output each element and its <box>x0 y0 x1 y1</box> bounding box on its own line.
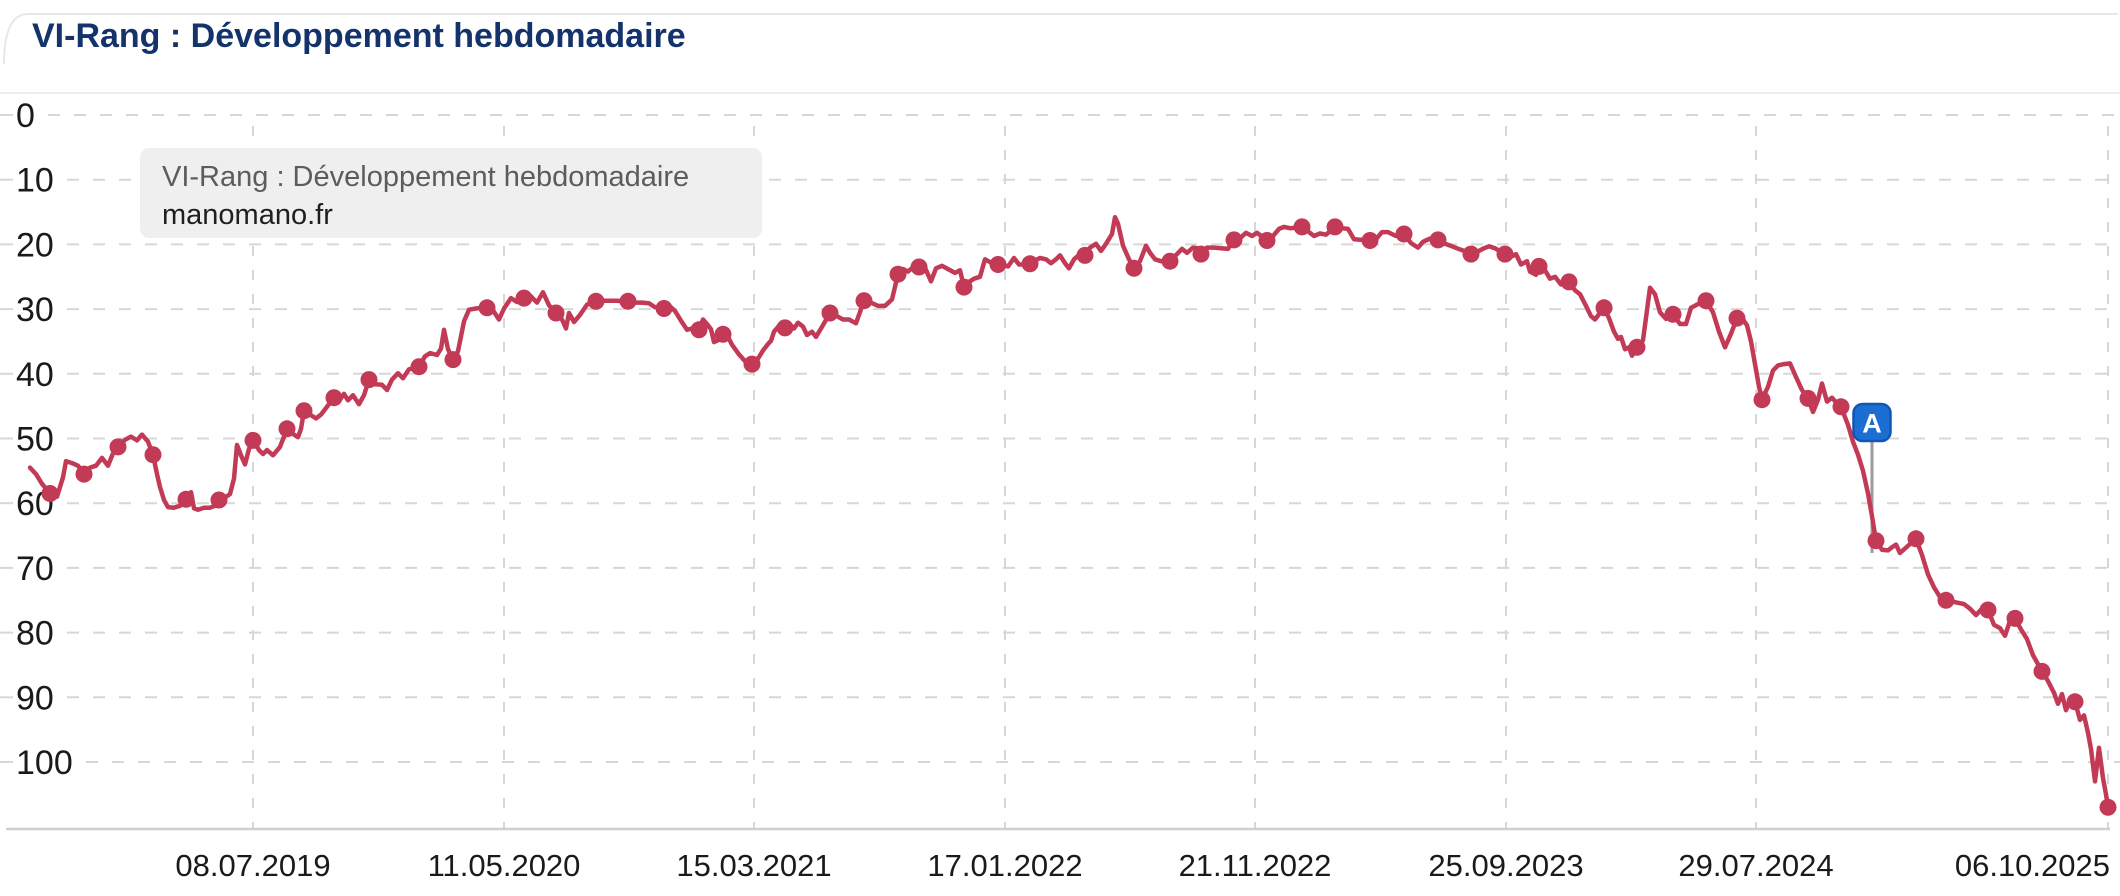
tooltip-series-title: VI-Rang : Développement hebdomadaire <box>162 161 689 193</box>
data-point-dot[interactable] <box>619 292 637 310</box>
y-axis-label: 90 <box>16 679 54 717</box>
event-pin-a[interactable] <box>1852 402 1892 443</box>
data-point-dot[interactable] <box>1395 225 1413 243</box>
x-axis-label: 21.11.2022 <box>1179 848 1332 883</box>
data-point-dot[interactable] <box>1192 245 1210 263</box>
data-point-dot[interactable] <box>1799 389 1817 407</box>
data-point-dot[interactable] <box>1293 218 1311 236</box>
data-point-dot[interactable] <box>244 431 262 449</box>
data-point-dot[interactable] <box>1326 218 1344 236</box>
data-point-dot[interactable] <box>776 319 794 337</box>
data-point-dot[interactable] <box>2066 693 2084 711</box>
data-point-dot[interactable] <box>855 292 873 310</box>
data-point-dot[interactable] <box>2033 662 2051 680</box>
data-point-dot[interactable] <box>144 446 162 464</box>
data-point-dot[interactable] <box>1161 252 1179 270</box>
x-axis-label: 25.09.2023 <box>1428 848 1583 883</box>
data-point-dot[interactable] <box>1664 305 1682 323</box>
data-point-dot[interactable] <box>1628 338 1646 356</box>
x-axis-label: 11.05.2020 <box>428 848 581 883</box>
y-axis-label: 40 <box>16 356 54 394</box>
data-point-dot[interactable] <box>278 420 296 438</box>
page-title: VI-Rang : Développement hebdomadaire <box>32 17 686 55</box>
data-point-dot[interactable] <box>295 402 313 420</box>
data-point-dot[interactable] <box>478 299 496 317</box>
data-point-dot[interactable] <box>210 491 228 509</box>
data-point-dot[interactable] <box>410 358 428 376</box>
y-axis-label: 20 <box>16 226 54 264</box>
data-point-dot[interactable] <box>1867 532 1885 550</box>
y-axis-label: 50 <box>16 421 54 459</box>
y-axis-label: 30 <box>16 291 54 329</box>
data-point-dot[interactable] <box>1076 246 1094 264</box>
data-point-dot[interactable] <box>109 438 127 456</box>
x-axis-label: 15.03.2021 <box>676 848 831 883</box>
data-point-dot[interactable] <box>41 485 59 502</box>
data-point-dot[interactable] <box>1595 299 1613 317</box>
data-point-dot[interactable] <box>821 304 839 322</box>
data-point-dot[interactable] <box>714 325 732 343</box>
y-axis-label: 0 <box>16 97 35 135</box>
data-point-dot[interactable] <box>515 289 533 307</box>
data-point-dot[interactable] <box>1429 231 1447 249</box>
x-axis-label: 17.01.2022 <box>927 848 1082 883</box>
data-point-dot[interactable] <box>1462 245 1480 263</box>
data-point-dot[interactable] <box>1697 292 1715 310</box>
data-point-dot[interactable] <box>75 465 93 483</box>
vi-rank-line-series[interactable] <box>27 214 2111 810</box>
data-point-dot[interactable] <box>2006 609 2024 627</box>
tooltip-domain-label: manomano.fr <box>162 199 333 231</box>
data-point-dot[interactable] <box>177 490 195 508</box>
y-axis-label: 70 <box>16 550 54 588</box>
data-point-dot[interactable] <box>1832 398 1850 416</box>
data-point-dot[interactable] <box>655 300 673 317</box>
data-point-dot[interactable] <box>587 292 605 310</box>
x-axis-label: 08.07.2019 <box>175 848 330 883</box>
chart-tooltip <box>140 148 762 238</box>
event-pin-label: A <box>1862 409 1882 439</box>
data-point-dot[interactable] <box>1753 391 1771 409</box>
card-top-border <box>3 13 2118 65</box>
data-point-dot[interactable] <box>360 371 378 389</box>
data-point-dot[interactable] <box>1361 232 1379 249</box>
data-point-dot[interactable] <box>1979 601 1997 619</box>
data-point-dot[interactable] <box>1937 591 1955 609</box>
data-point-dot[interactable] <box>1021 255 1039 273</box>
data-point-dot[interactable] <box>989 256 1007 273</box>
data-point-dot[interactable] <box>690 321 708 339</box>
data-point-dot[interactable] <box>325 389 343 407</box>
data-point-dot[interactable] <box>1728 309 1746 327</box>
data-point-dot[interactable] <box>1125 259 1143 277</box>
x-axis-label: 29.07.2024 <box>1678 848 1833 883</box>
data-point-dot[interactable] <box>1907 530 1925 548</box>
data-point-dot[interactable] <box>1560 273 1578 291</box>
data-point-dot[interactable] <box>955 278 973 296</box>
data-point-dot[interactable] <box>743 355 761 373</box>
y-axis-label: 100 <box>16 744 73 782</box>
data-point-dot[interactable] <box>1496 245 1514 263</box>
data-point-dot[interactable] <box>1225 231 1243 249</box>
y-axis-label: 10 <box>16 162 54 200</box>
x-axis-label: 06.10.2025 <box>1955 848 2110 883</box>
data-point-dot[interactable] <box>889 265 907 283</box>
data-point-dot[interactable] <box>547 304 565 322</box>
data-point-dot[interactable] <box>2099 798 2117 816</box>
data-point-dot[interactable] <box>1530 257 1548 275</box>
data-point-dot[interactable] <box>910 258 928 276</box>
y-axis-label: 80 <box>16 615 54 653</box>
data-point-dot[interactable] <box>444 351 462 369</box>
data-point-dot[interactable] <box>1258 232 1276 249</box>
